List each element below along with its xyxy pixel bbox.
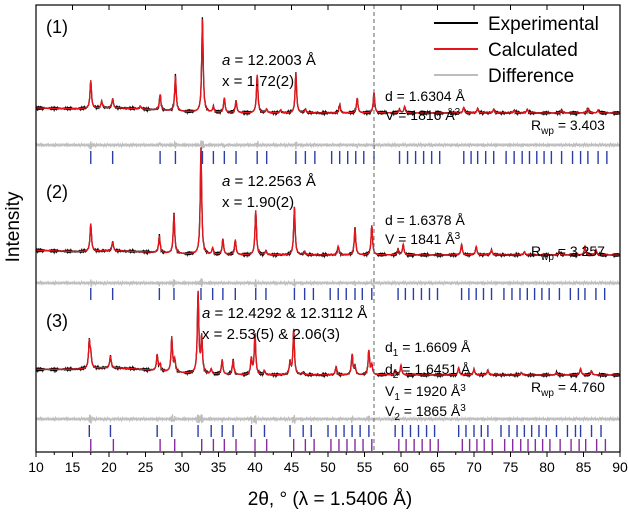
- x-tick-label-15: 15: [65, 459, 81, 475]
- panel-3-lattice: a = 12.4292 & 12.3112 Å: [202, 305, 367, 322]
- panel-3-rwp-value: = 4.760: [558, 379, 605, 395]
- panel-3-d2: d2 = 1.6451 Å: [385, 361, 471, 381]
- panel-1-rwp-value: = 3.403: [558, 117, 605, 133]
- panel-2-calculated-line: [36, 148, 620, 256]
- panel-3-d1: d1 = 1.6609 Å: [385, 339, 471, 359]
- panel-1-v: V = 1816 Å3: [385, 107, 461, 123]
- x-tick-label-85: 85: [576, 459, 592, 475]
- panel-2-tag: (2): [46, 182, 68, 202]
- x-tick-label-30: 30: [174, 459, 190, 475]
- x-tick-label-70: 70: [466, 459, 482, 475]
- x-tick-label-25: 25: [138, 459, 154, 475]
- panel-1-d: d = 1.6304 Å: [385, 88, 465, 104]
- x-tick-label-10: 10: [28, 459, 44, 475]
- panel-1-lattice: a = 12.2003 Å: [222, 52, 316, 69]
- panel-2-lattice-value: = 12.2563 Å: [235, 173, 316, 190]
- panel-2-experimental-line: [35, 147, 621, 259]
- x-tick-label-75: 75: [503, 459, 519, 475]
- panel-3-d1-value: = 1.6609 Å: [402, 339, 471, 355]
- panel-1-rwp: Rwp = 3.403: [531, 117, 605, 137]
- panel-2-v-value: V = 1841 Å: [385, 231, 455, 247]
- panel-2-rwp-value: = 3.257: [558, 243, 605, 259]
- x-tick-label-80: 80: [539, 459, 555, 475]
- panel-1-difference-line: [35, 139, 621, 150]
- x-tick-label-40: 40: [247, 459, 263, 475]
- panel-3-calculated-line: [36, 290, 620, 376]
- panel-1-x: x = 1.72(2): [222, 73, 294, 90]
- panel-2-difference-line: [35, 278, 621, 289]
- panel-3-d2-value: = 1.6451 Å: [402, 361, 471, 377]
- x-tick-label-65: 65: [430, 459, 446, 475]
- panel-3-v2-value: = 1865 Å: [404, 403, 461, 419]
- panel-3-tag: (3): [46, 311, 68, 331]
- panel-1-calculated-line: [36, 19, 620, 114]
- legend-label-experimental: Experimental: [488, 14, 599, 35]
- panel-1-lattice-value: = 12.2003 Å: [235, 52, 316, 69]
- x-tick-label-45: 45: [284, 459, 300, 475]
- x-tick-label-20: 20: [101, 459, 117, 475]
- plot-area: 10 15 20 25 30 35 40 45 50 55 60 65 70 75 80 85 90: [28, 4, 628, 475]
- panel-3-v1-value: = 1920 Å: [404, 383, 461, 399]
- panel-3-lattice-value: = 12.4292 & 12.3112 Å: [215, 305, 368, 322]
- x-tick-label-90: 90: [612, 459, 628, 475]
- panel-2-v: V = 1841 Å3: [385, 231, 461, 247]
- panel-3-x: x = 2.53(5) & 2.06(3): [202, 326, 340, 343]
- panel-2-rwp: Rwp = 3.257: [531, 243, 605, 263]
- x-tick-label-60: 60: [393, 459, 409, 475]
- legend-label-difference: Difference: [488, 66, 574, 87]
- legend: Experimental Calculated Difference: [434, 14, 599, 87]
- x-axis-label: 2θ, ° (λ = 1.5406 Å): [248, 489, 412, 510]
- panel-3-rwp: Rwp = 4.760: [531, 379, 605, 399]
- panel-1-v-value: V = 1816 Å: [385, 107, 455, 123]
- panel-3-v2: V2 = 1865 Å3: [385, 403, 466, 423]
- y-axis-label: Intensity: [3, 191, 24, 262]
- panel-1-tag: (1): [46, 17, 68, 37]
- x-tick-label-55: 55: [357, 459, 373, 475]
- panel-2-lattice: a = 12.2563 Å: [222, 173, 316, 190]
- panel-3-v1: V1 = 1920 Å3: [385, 383, 466, 403]
- x-tick-label-35: 35: [211, 459, 227, 475]
- legend-label-calculated: Calculated: [488, 40, 578, 61]
- panel-2-d: d = 1.6378 Å: [385, 212, 465, 228]
- panel-3-difference-line: [35, 414, 621, 425]
- x-tick-label-50: 50: [320, 459, 336, 475]
- panel-2-x: x = 1.90(2): [222, 194, 294, 211]
